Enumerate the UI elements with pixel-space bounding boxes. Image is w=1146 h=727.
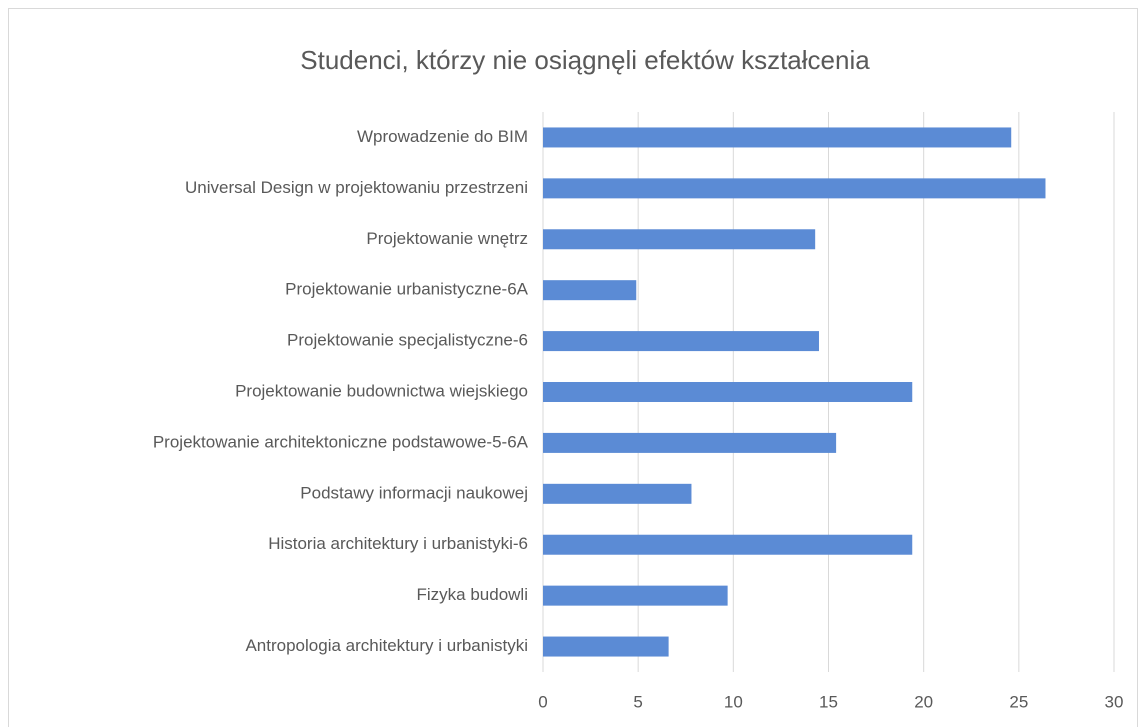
y-tick-label: Projektowanie wnętrz xyxy=(366,229,528,248)
x-tick-label: 5 xyxy=(633,692,642,711)
y-tick-label: Projektowanie architektoniczne podstawow… xyxy=(153,432,529,451)
bar xyxy=(543,636,669,657)
bar xyxy=(543,382,913,402)
x-tick-label: 0 xyxy=(538,692,547,711)
x-tick-label: 30 xyxy=(1105,692,1124,711)
x-tick-label: 20 xyxy=(914,692,933,711)
y-tick-label: Podstawy informacji naukowej xyxy=(300,483,528,502)
bar xyxy=(543,280,637,301)
bar xyxy=(543,178,1046,199)
x-tick-label: 15 xyxy=(819,692,838,711)
y-tick-label: Projektowanie specjalistyczne-6 xyxy=(287,331,528,350)
x-tick-label: 10 xyxy=(724,692,743,711)
y-tick-label: Projektowanie budownictwa wiejskiego xyxy=(235,381,528,400)
bar xyxy=(543,229,816,250)
x-tick-label: 25 xyxy=(1009,692,1028,711)
y-tick-label: Universal Design w projektowaniu przestr… xyxy=(185,178,528,197)
bar xyxy=(543,585,728,606)
bar xyxy=(543,331,819,352)
y-tick-label: Fizyka budowli xyxy=(417,585,529,604)
chart-title: Studenci, którzy nie osiągnęli efektów k… xyxy=(300,45,870,75)
bar xyxy=(543,127,1012,148)
y-tick-label: Antropologia architektury i urbanistyki xyxy=(245,636,528,655)
y-tick-label: Projektowanie urbanistyczne-6A xyxy=(285,280,529,299)
bar xyxy=(543,534,913,555)
bar xyxy=(543,483,692,504)
y-tick-label: Wprowadzenie do BIM xyxy=(357,127,528,146)
chart-border xyxy=(8,8,1138,727)
y-tick-label: Historia architektury i urbanistyki-6 xyxy=(268,534,528,553)
bar xyxy=(543,432,837,453)
